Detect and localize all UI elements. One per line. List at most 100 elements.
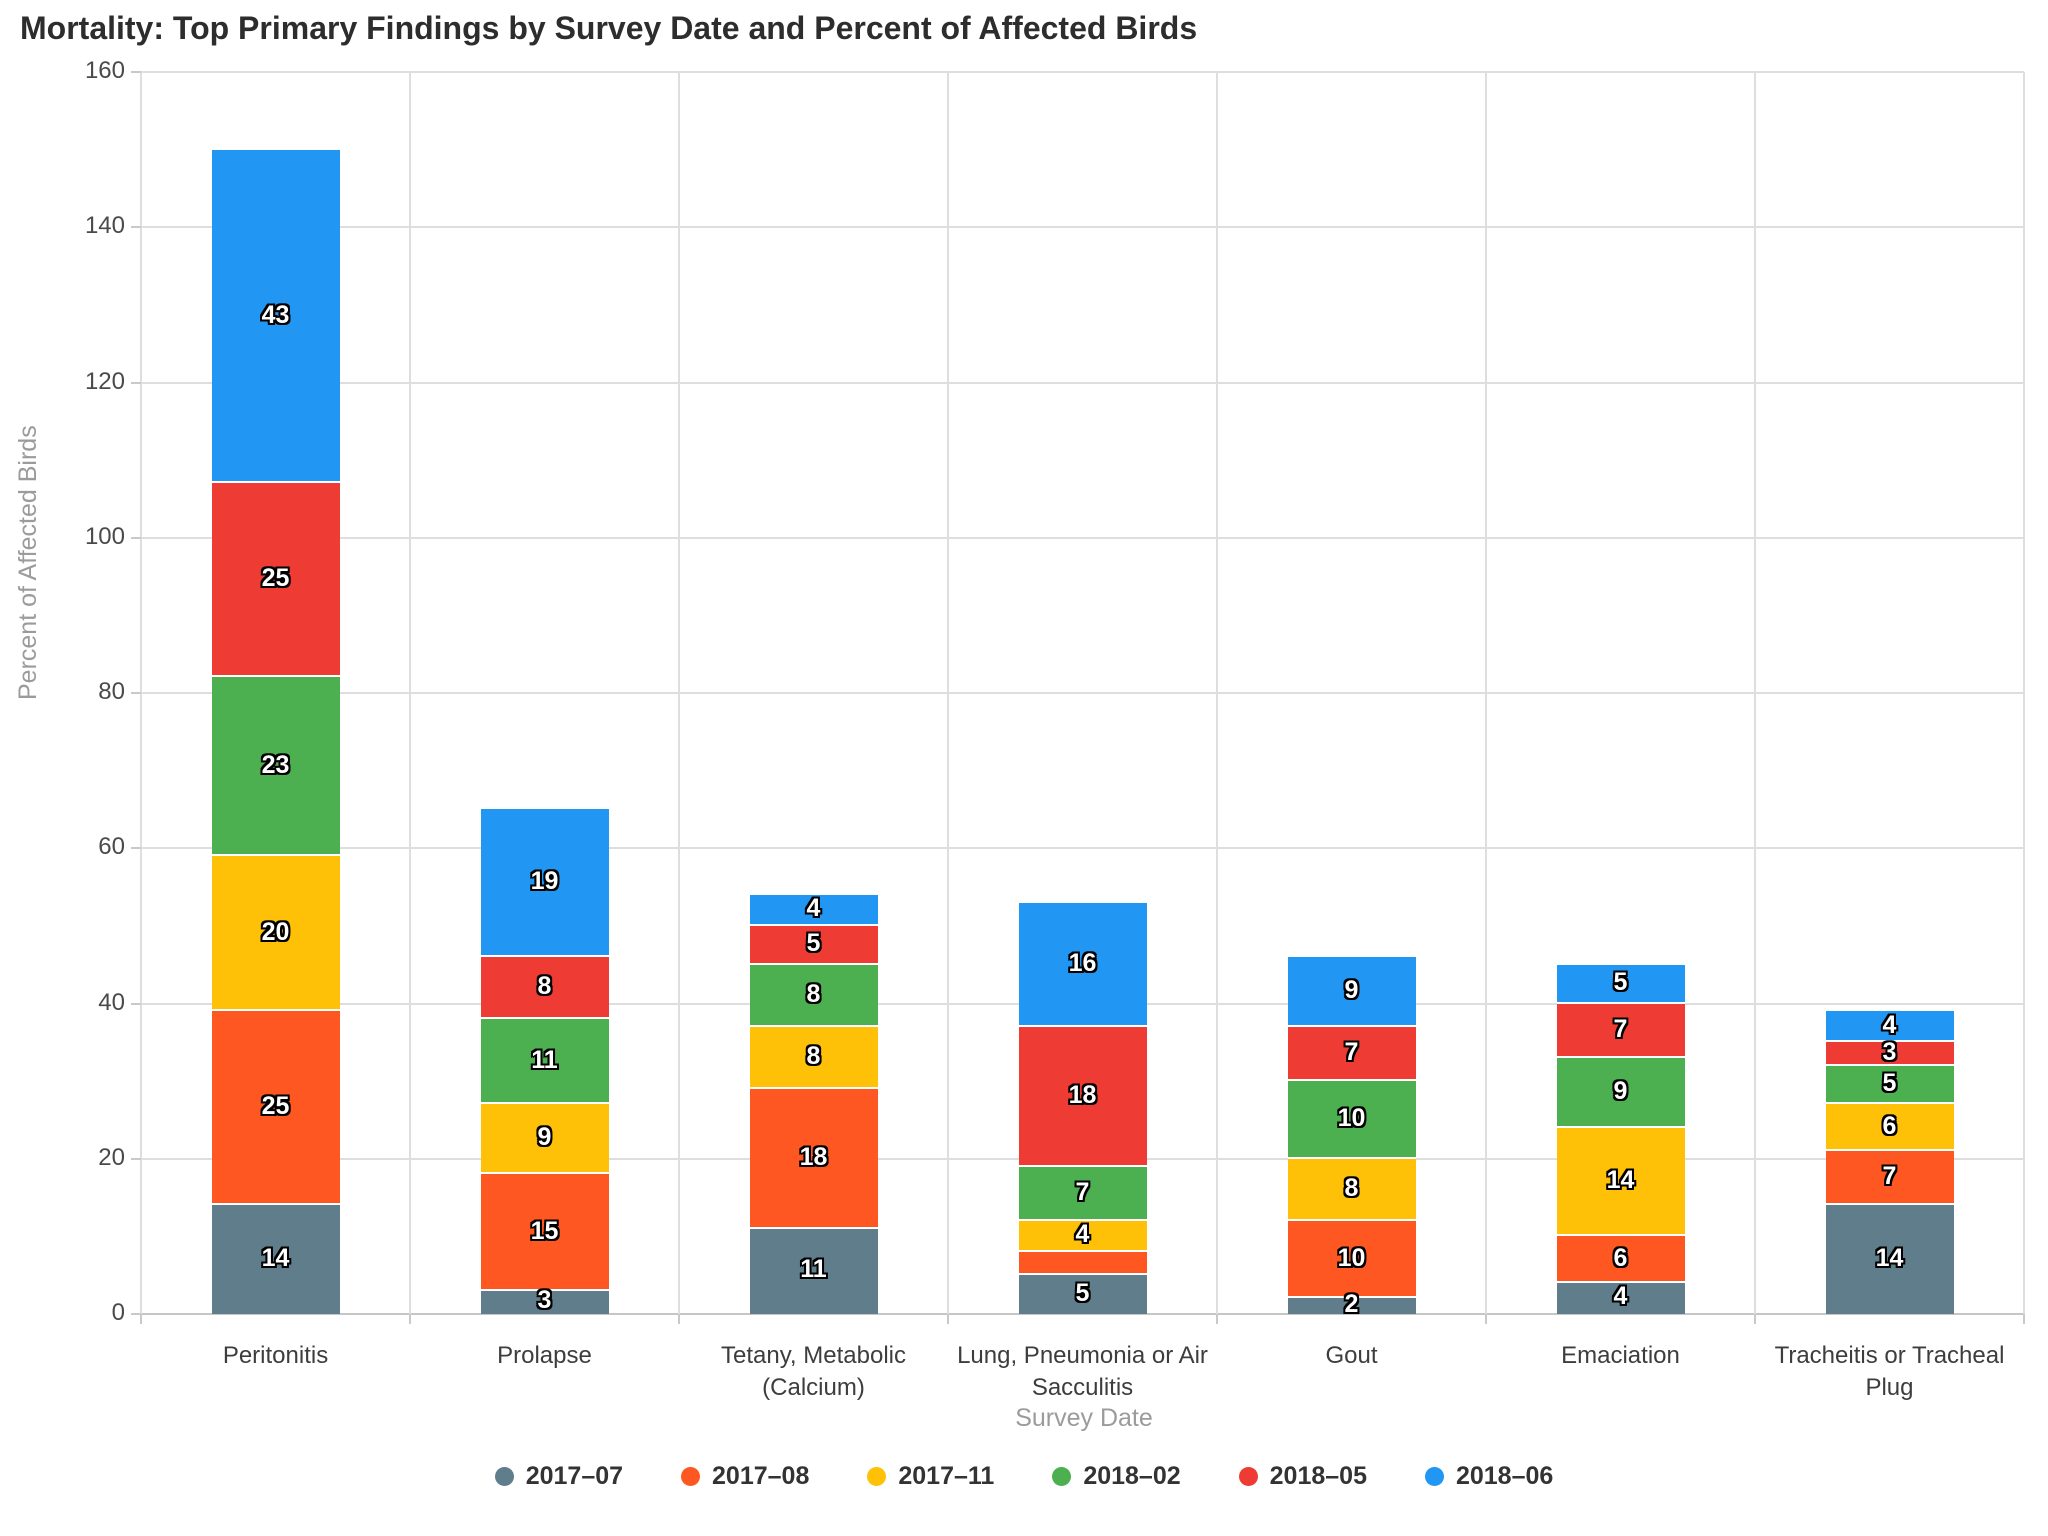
bar-value-label: 8: [537, 971, 552, 1000]
bar-segment-2017–07-tetany,[interactable]: [749, 1228, 878, 1314]
bar-segment-2018–05-prolapse[interactable]: [480, 956, 609, 1020]
x-category-label: Emaciation: [1561, 1342, 1680, 1369]
bar-segment-2017–11-peritonitis[interactable]: [211, 856, 340, 1012]
bar-value-label: 15: [530, 1216, 559, 1245]
y-tick-label: 120: [84, 367, 125, 395]
x-axis-title: Survey Date: [0, 1404, 2048, 1433]
bar-segment-2017–08-peritonitis[interactable]: [211, 1011, 340, 1206]
bar-value-label: 14: [261, 1243, 290, 1272]
bar-segment-2017–11-emaciation[interactable]: [1556, 1127, 1685, 1237]
y-axis-title: Percent of Affected Birds: [14, 425, 42, 700]
bar-segment-2018–02-tracheitis[interactable]: [1825, 1065, 1954, 1105]
bar-segment-2018–05-emaciation[interactable]: [1556, 1003, 1685, 1058]
bar-segment-2018–06-emaciation[interactable]: [1556, 964, 1685, 1004]
x-category-label: Tetany, Metabolic (Calcium): [721, 1342, 906, 1402]
bar-segment-2018–02-lung,[interactable]: [1018, 1166, 1147, 1221]
bar-value-label: 5: [806, 929, 821, 958]
bar-segment-2017–07-lung,[interactable]: [1018, 1275, 1147, 1314]
bar-segment-2018–06-peritonitis[interactable]: [211, 149, 340, 484]
bar-segment-2017–11-tracheitis[interactable]: [1825, 1104, 1954, 1151]
bar-segment-2018–05-gout[interactable]: [1287, 1026, 1416, 1082]
x-axis-title-text: Survey Date: [1015, 1404, 1153, 1432]
bar-value-label: 7: [1075, 1177, 1090, 1206]
bar-segment-2017–07-gout[interactable]: [1287, 1298, 1416, 1314]
plot-area: 14 25 20 23 25 43 3 15 9 11 8 19 11 18 8 8 5 4 5 4 7 18 16 2 10 8…: [140, 71, 2025, 1318]
legend-label: 2017–11: [898, 1462, 995, 1490]
bar-segment-2017–11-prolapse[interactable]: [480, 1104, 609, 1175]
bar-segment-2018–05-tracheitis[interactable]: [1825, 1042, 1954, 1066]
bar-value-label: 7: [1344, 1037, 1359, 1066]
x-axis-tick: [140, 1314, 142, 1324]
bar-value-label: 16: [1068, 948, 1097, 977]
bar-value-label: 20: [261, 917, 290, 946]
x-axis-tick: [1485, 1314, 1487, 1324]
bar-segment-2017–11-tetany,[interactable]: [749, 1026, 878, 1089]
legend-item-2018–02[interactable]: 2018–02: [1052, 1462, 1181, 1491]
bar-value-label: 18: [799, 1142, 828, 1171]
y-axis-tick: [131, 226, 141, 229]
y-axis-tick: [131, 1313, 141, 1315]
bar-segment-2018–02-tetany,[interactable]: [749, 964, 878, 1027]
bar-value-label: 4: [806, 894, 821, 923]
bar-segment-2018–05-peritonitis[interactable]: [211, 483, 340, 678]
gridline-vertical: [947, 72, 949, 1314]
bar-segment-2018–06-tracheitis[interactable]: [1825, 1011, 1954, 1043]
bar-value-label: 4: [1613, 1282, 1628, 1311]
bar-segment-2017–07-emaciation[interactable]: [1556, 1282, 1685, 1314]
y-tick-label: 60: [98, 833, 125, 861]
gridline-horizontal: [141, 226, 2024, 229]
legend-item-2017–11[interactable]: 2017–11: [867, 1462, 994, 1491]
x-category-label: Gout: [1325, 1342, 1378, 1369]
bar-segment-2017–08-gout[interactable]: [1287, 1220, 1416, 1299]
bar-segment-2017–08-emaciation[interactable]: [1556, 1236, 1685, 1283]
x-category-label: Lung, Pneumonia or Air Sacculitis: [957, 1342, 1208, 1402]
bar-segment-2017–07-prolapse[interactable]: [480, 1290, 609, 1314]
legend-marker-icon: [1424, 1467, 1444, 1486]
gridline-vertical: [2023, 72, 2025, 1314]
bar-value-label: 19: [530, 867, 559, 896]
gridline-horizontal: [141, 847, 2024, 850]
bar-segment-2017–07-peritonitis[interactable]: [211, 1205, 340, 1314]
bar-segment-2017–07-tracheitis[interactable]: [1825, 1205, 1954, 1314]
legend-marker-icon: [1238, 1467, 1258, 1486]
bar-value-label: 6: [1882, 1111, 1897, 1140]
bar-segment-2017–08-tetany,[interactable]: [749, 1088, 878, 1229]
bar-segment-2018–06-prolapse[interactable]: [480, 809, 609, 957]
gridline-vertical: [409, 72, 411, 1314]
bar-segment-2018–05-tetany,[interactable]: [749, 925, 878, 965]
bar-segment-2017–08-tracheitis[interactable]: [1825, 1151, 1954, 1206]
bar-value-label: 11: [800, 1255, 827, 1284]
y-tick-label: 20: [98, 1143, 125, 1171]
legend-marker-icon: [494, 1467, 514, 1486]
bar-value-label: 7: [1613, 1014, 1628, 1043]
bar-value-label: 10: [1337, 1103, 1366, 1132]
bar-segment-2018–02-peritonitis[interactable]: [211, 677, 340, 857]
legend: 2017–07 2017–08 2017–11 2018–02 2018–05 2018–…: [0, 1462, 2048, 1491]
legend-item-2017–07[interactable]: 2017–07: [494, 1462, 623, 1491]
bar-segment-2018–02-prolapse[interactable]: [480, 1019, 609, 1105]
bar-value-label: 14: [1606, 1166, 1635, 1195]
bar-segment-2018–05-lung,[interactable]: [1018, 1026, 1147, 1167]
legend-item-2018–06[interactable]: 2018–06: [1424, 1462, 1554, 1491]
bar-segment-2017–11-lung,[interactable]: [1018, 1220, 1147, 1252]
bar-segment-2018–06-tetany,[interactable]: [749, 894, 878, 926]
bar-segment-2018–06-lung,[interactable]: [1018, 902, 1147, 1027]
bar-value-label: 9: [537, 1123, 552, 1152]
bar-value-label: 8: [806, 979, 821, 1008]
legend-label: 2018–06: [1455, 1462, 1554, 1490]
bar-segment-2017–11-gout[interactable]: [1287, 1158, 1416, 1221]
bar-segment-2017–08-prolapse[interactable]: [480, 1174, 609, 1291]
legend-item-2018–05[interactable]: 2018–05: [1238, 1462, 1367, 1491]
bar-segment-2017–08-lung,[interactable]: [1018, 1251, 1147, 1276]
legend-item-2017–08[interactable]: 2017–08: [681, 1462, 809, 1491]
x-axis-tick: [409, 1314, 411, 1324]
bar-value-label: 25: [261, 1092, 290, 1121]
gridline-vertical: [1216, 72, 1218, 1314]
x-category-label: Peritonitis: [222, 1342, 329, 1369]
y-tick-label: 160: [84, 57, 125, 84]
x-axis-tick: [678, 1314, 680, 1324]
y-tick-label: 100: [84, 522, 125, 550]
bar-segment-2018–02-gout[interactable]: [1287, 1081, 1416, 1159]
bar-segment-2018–06-gout[interactable]: [1287, 956, 1416, 1027]
bar-segment-2018–02-emaciation[interactable]: [1556, 1057, 1685, 1128]
